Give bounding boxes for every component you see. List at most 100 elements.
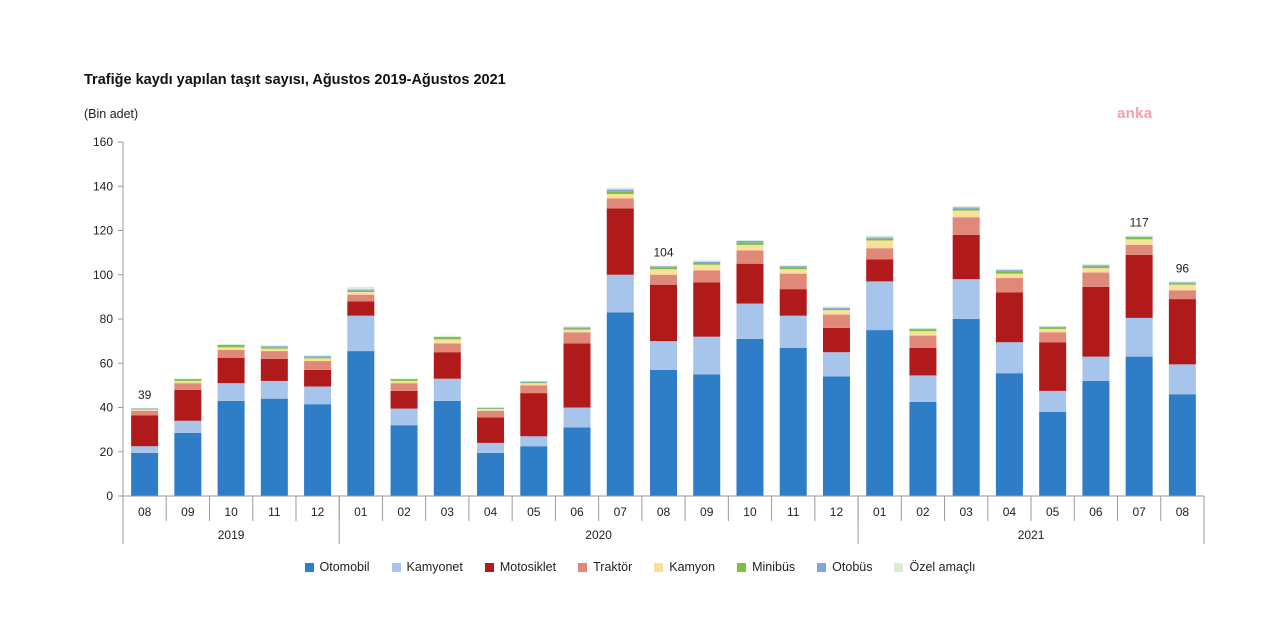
bar-segment <box>477 417 505 443</box>
bar-segment <box>131 408 159 410</box>
bar-segment <box>1039 411 1067 496</box>
bar-segment <box>1168 394 1196 496</box>
bar-segment <box>131 452 159 496</box>
bar-segment <box>433 400 461 496</box>
legend-swatch <box>391 562 401 572</box>
bar-segment <box>477 452 505 496</box>
bar-segment <box>1125 356 1153 496</box>
x-tick-label: 06 <box>1089 505 1103 519</box>
bar-segment <box>433 335 461 337</box>
bar-segment <box>520 385 548 394</box>
bar-segment <box>433 336 461 339</box>
x-tick-label: 08 <box>1176 505 1190 519</box>
bar-segment <box>1039 326 1067 328</box>
bar-segment <box>174 380 202 384</box>
x-tick-label: 03 <box>441 505 455 519</box>
bar-segment <box>822 310 850 315</box>
bar-segment <box>909 347 937 376</box>
bar-segment <box>736 244 764 251</box>
chart-legend: Otomobil Kamyonet Motosiklet Traktör Kamyon M… <box>0 560 1280 574</box>
bar-segment <box>693 282 721 337</box>
x-tick-label: 12 <box>311 505 325 519</box>
bar-segment <box>260 347 288 349</box>
bar-segment <box>260 351 288 359</box>
bar-segment <box>347 290 375 293</box>
bar-segment <box>779 347 807 496</box>
bar-segment <box>1125 317 1153 357</box>
x-tick-label: 02 <box>916 505 930 519</box>
bar-segment <box>693 260 721 262</box>
legend-swatch <box>737 562 747 572</box>
bar-segment <box>174 383 202 390</box>
legend-item: Traktör <box>578 560 632 574</box>
bar-segment <box>736 250 764 264</box>
bar-segment <box>606 191 634 194</box>
bar-segment <box>1082 356 1110 381</box>
bar-segment <box>693 336 721 375</box>
bar-segment <box>477 442 505 453</box>
bar-segment <box>693 261 721 264</box>
bar-segment <box>520 436 548 447</box>
legend-item: Özel amaçlı <box>894 560 975 574</box>
bar-segment <box>260 348 288 352</box>
x-tick-label: 05 <box>527 505 541 519</box>
bar-segment <box>736 338 764 496</box>
x-tick-label: 07 <box>1132 505 1146 519</box>
bar-segment <box>174 389 202 421</box>
bar-segment <box>174 378 202 380</box>
bar-segment <box>390 378 418 379</box>
data-label: 117 <box>1130 216 1149 230</box>
bar-segment <box>347 294 375 302</box>
group-label: 2021 <box>1018 528 1045 542</box>
bar-segment <box>650 284 677 342</box>
bar-segment <box>606 193 634 199</box>
legend-item: Motosiklet <box>484 560 556 574</box>
x-tick-label: 07 <box>614 505 628 519</box>
bar-segment <box>822 306 850 308</box>
bar-segment <box>866 237 894 239</box>
bar-segment <box>909 327 937 329</box>
bar-segment <box>477 409 505 411</box>
bar-segment <box>779 273 807 290</box>
legend-item: Kamyon <box>654 560 715 574</box>
bar-segment <box>347 289 375 291</box>
legend-swatch <box>578 562 588 572</box>
bar-segment <box>866 248 894 260</box>
x-tick-label: 09 <box>700 505 714 519</box>
bar-segment <box>347 351 375 496</box>
bar-segment <box>390 379 418 381</box>
x-tick-label: 01 <box>354 505 368 519</box>
bar-segment <box>866 238 894 241</box>
y-tick-label: 100 <box>93 268 113 282</box>
x-tick-label: 06 <box>570 505 584 519</box>
y-tick-label: 140 <box>93 179 113 193</box>
y-tick-label: 20 <box>100 445 114 459</box>
group-label: 2019 <box>218 528 245 542</box>
bar-segment <box>606 208 634 275</box>
bar-segment <box>174 432 202 496</box>
bar-segment <box>304 386 332 405</box>
x-tick-label: 08 <box>657 505 671 519</box>
bar-segment <box>606 198 634 209</box>
chart-title: Trafiğe kaydı yapılan taşıt sayısı, Ağus… <box>84 72 506 88</box>
bar-segment <box>217 400 245 496</box>
bar-segment <box>995 271 1023 274</box>
bar-segment <box>952 279 980 319</box>
y-unit-label: (Bin adet) <box>84 107 139 121</box>
bar-segment <box>520 446 548 496</box>
bar-segment <box>260 345 288 347</box>
bar-segment <box>390 425 418 496</box>
bar-segment <box>131 446 159 453</box>
bar-segment <box>477 408 505 410</box>
bar-segment <box>822 308 850 311</box>
bar-segment <box>1082 268 1110 273</box>
bar-segment <box>563 328 591 330</box>
bar-segment <box>347 286 375 290</box>
bar-segment <box>520 382 548 384</box>
bar-segment <box>909 401 937 496</box>
bar-segment <box>909 329 937 332</box>
x-tick-label: 03 <box>960 505 974 519</box>
bar-segment <box>995 342 1023 374</box>
bar-segment <box>822 307 850 309</box>
